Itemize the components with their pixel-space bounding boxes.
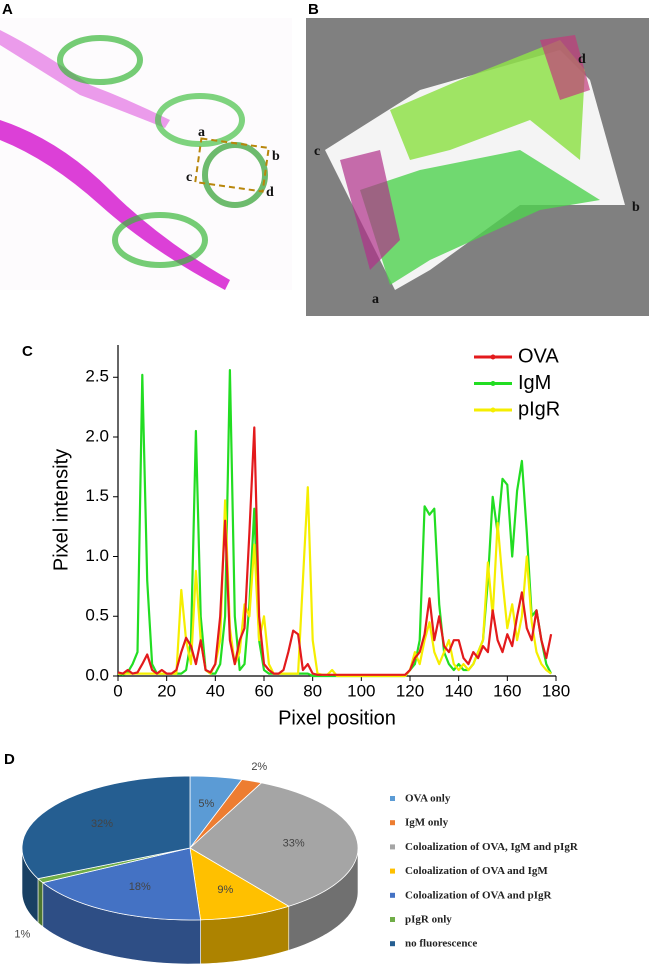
x-tick-label: 160 (493, 681, 521, 700)
x-tick-label: 80 (303, 681, 322, 700)
pie-slice (41, 847, 202, 921)
legend-swatch (390, 892, 395, 898)
panel-label: A (2, 1, 13, 18)
pie-sides (21, 847, 359, 965)
x-tick-label: 20 (157, 681, 176, 700)
series-line (117, 369, 553, 678)
legend-label: Coloalization of OVA and pIgR (405, 889, 553, 901)
x-tick-label: 100 (347, 681, 375, 700)
pie-slice (189, 782, 359, 907)
legend-label: OVA (518, 345, 559, 367)
y-tick-label: 2.0 (85, 426, 109, 445)
surface-plot-b (306, 18, 649, 316)
pie-label: 1% (14, 929, 30, 941)
pie-label: 2% (251, 761, 267, 773)
legend-label: IgM (518, 372, 551, 394)
legend-label: pIgR only (405, 914, 452, 926)
x-tick-label: 120 (396, 681, 424, 700)
legend-swatch (390, 844, 395, 850)
legend-marker (490, 354, 496, 360)
pie-label: 9% (217, 884, 233, 896)
micrograph-a (0, 18, 292, 290)
legend-marker (490, 407, 496, 413)
legend-swatch (390, 917, 395, 922)
panel-label: C (22, 343, 33, 360)
legend-swatch (390, 941, 395, 947)
x-axis-label: Pixel position (278, 707, 396, 729)
pie-label: 32% (91, 818, 113, 830)
pie-label: 18% (129, 881, 151, 893)
series-line (118, 486, 552, 678)
pie-label: 33% (283, 838, 305, 850)
pie-side (37, 877, 44, 928)
x-tick-label: 60 (255, 681, 274, 700)
legend-swatch (390, 820, 395, 826)
y-tick-label: 1.0 (85, 546, 109, 565)
pie-slice (189, 847, 290, 921)
legend-label: OVA only (405, 793, 451, 805)
point-label: d (266, 185, 274, 200)
legend-swatch (390, 796, 395, 801)
x-tick-label: 0 (113, 681, 122, 700)
legend-marker (490, 381, 496, 386)
legend-label: Coloalization of OVA and IgM (405, 865, 548, 877)
y-tick-label: 2.5 (85, 367, 109, 386)
y-axis-label: Pixel intensity (50, 449, 72, 571)
pie-label: 5% (198, 798, 214, 810)
x-tick-label: 140 (444, 681, 472, 700)
legend-swatch (390, 868, 395, 874)
y-tick-label: 0.0 (85, 665, 109, 684)
legend-label: no fluorescence (405, 938, 477, 950)
point-label: c (186, 170, 192, 185)
point-label: b (272, 149, 280, 164)
legend-label: Coloalization of OVA, IgM and pIgR (405, 841, 579, 853)
pie-slice (21, 775, 191, 880)
x-tick-label: 40 (206, 681, 225, 700)
y-tick-label: 1.5 (85, 486, 109, 505)
y-tick-label: 0.5 (85, 606, 109, 625)
point-label: d (578, 52, 586, 67)
pie-tops (21, 775, 359, 921)
legend-label: pIgR (518, 398, 560, 420)
point-label: a (372, 292, 379, 307)
point-label: c (314, 144, 320, 159)
panel-label: D (4, 751, 15, 768)
point-label: b (632, 200, 640, 215)
point-label: a (198, 125, 205, 140)
x-tick-label: 180 (542, 681, 570, 700)
series-line (117, 426, 553, 676)
legend-label: IgM only (405, 817, 449, 829)
panel-label: B (308, 1, 319, 18)
